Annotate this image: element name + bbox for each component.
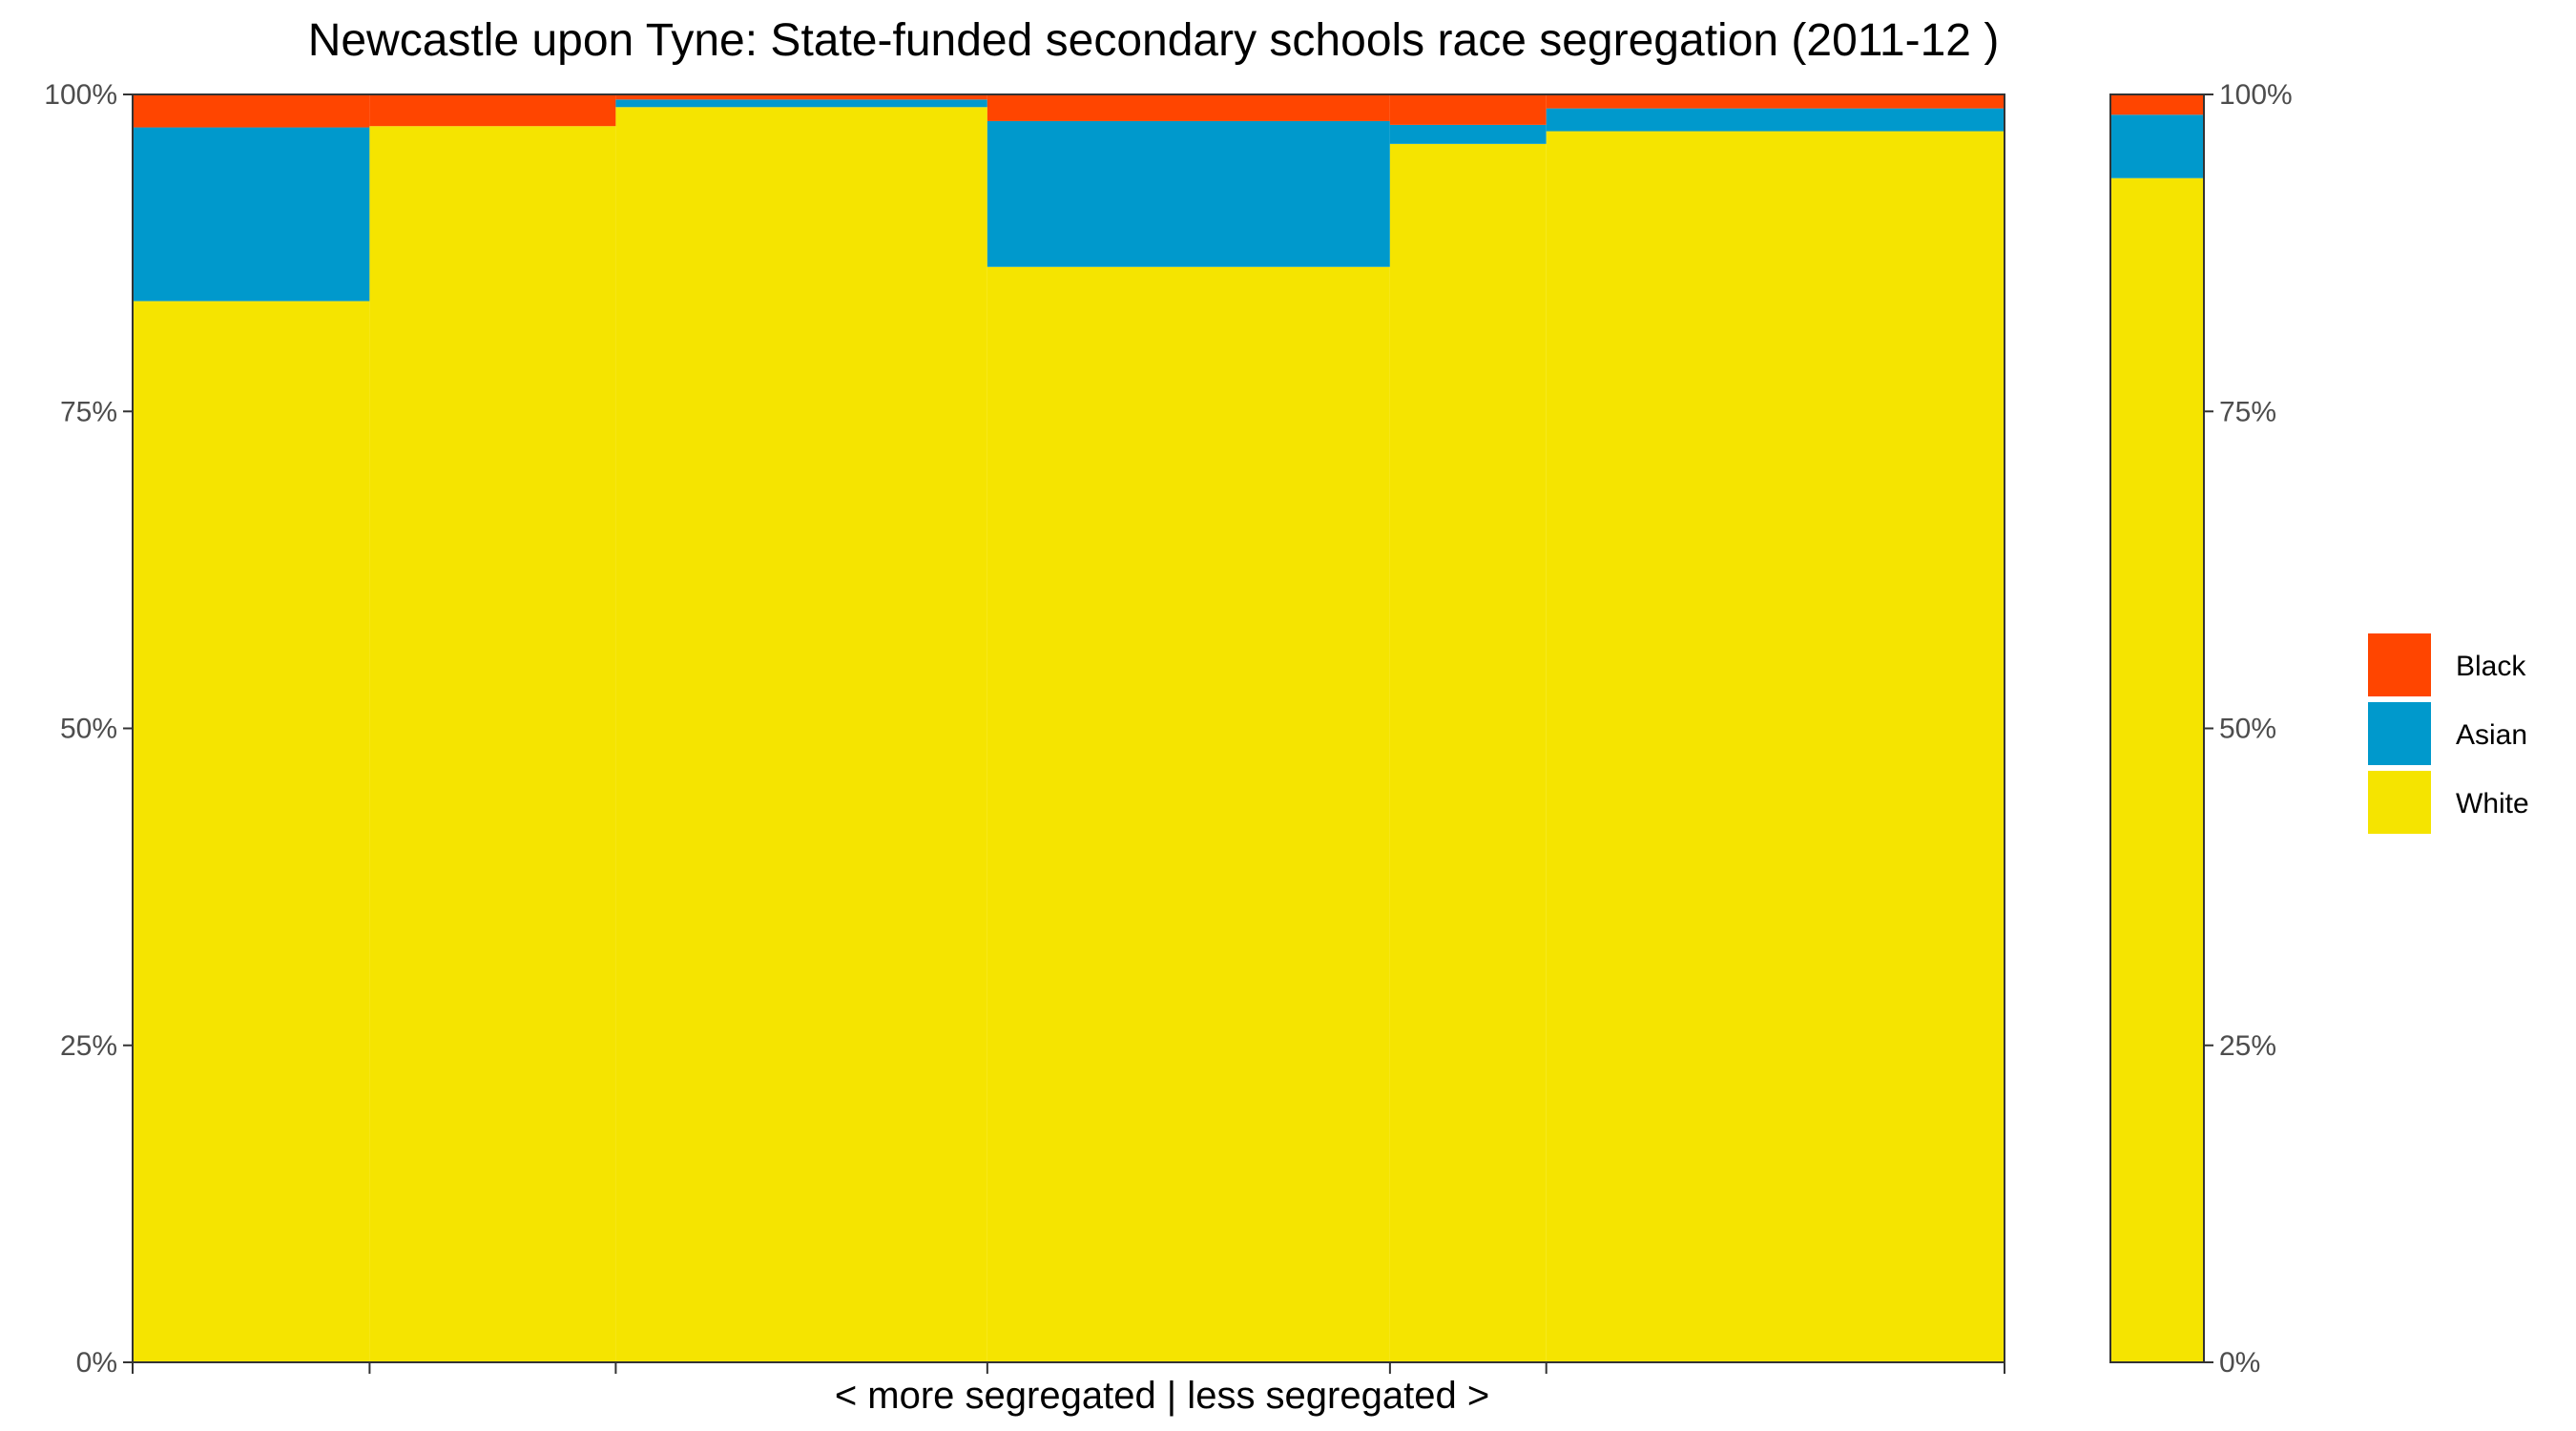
bar-segment-asian-col-3	[615, 99, 987, 108]
bar-segment-asian-col-1	[133, 127, 370, 301]
bar-segment-white-col-1	[133, 301, 370, 1363]
chart-title: Newcastle upon Tyne: State-funded second…	[308, 15, 2000, 66]
bar-segment-black-col-2	[369, 94, 616, 127]
bar-segment-white-col-5	[1389, 143, 1547, 1362]
legend: Black Asian White	[2368, 633, 2529, 834]
bar-segment-white-col-2	[369, 126, 616, 1363]
left-y-tick-label: 75%	[60, 396, 117, 427]
right-y-tick-label: 100%	[2219, 79, 2293, 111]
overall-segment-white	[2110, 177, 2204, 1363]
bar-segment-white-col-3	[615, 107, 987, 1362]
bar-segment-asian-col-5	[1389, 124, 1547, 144]
left-y-tick-label: 50%	[60, 714, 117, 745]
bar-segment-black-col-1	[133, 94, 370, 128]
legend-key-black	[2368, 633, 2431, 696]
bar-segment-black-col-4	[987, 94, 1390, 121]
overall-segment-black	[2110, 94, 2204, 115]
right-y-tick-label: 50%	[2219, 714, 2276, 745]
right-y-tick-label: 25%	[2219, 1030, 2276, 1062]
right-y-tick-label: 0%	[2219, 1347, 2260, 1379]
x-axis	[132, 1362, 2005, 1374]
bar-segment-white-col-4	[987, 266, 1390, 1362]
bar-segment-black-col-6	[1546, 94, 2005, 109]
overall-segment-asian	[2110, 114, 2204, 178]
left-y-tick-label: 25%	[60, 1030, 117, 1062]
bar-segment-asian-col-6	[1546, 108, 2005, 132]
right-y-tick-label: 75%	[2219, 396, 2276, 427]
bar-segment-black-col-5	[1389, 94, 1547, 125]
bar-segment-black-col-3	[615, 94, 987, 100]
left-y-axis: 0% 25% 50% 75% 100%	[44, 79, 133, 1379]
legend-label-white: White	[2456, 788, 2529, 819]
bar-segment-asian-col-4	[987, 120, 1390, 267]
legend-label-asian: Asian	[2456, 719, 2527, 751]
x-axis-label: < more segregated | less segregated >	[835, 1375, 1489, 1417]
overall-panel	[2109, 93, 2205, 1363]
left-y-tick-label: 100%	[44, 79, 117, 111]
main-panel	[132, 93, 2005, 1363]
bar-segment-white-col-6	[1546, 131, 2005, 1362]
legend-label-black: Black	[2456, 651, 2526, 682]
left-y-tick-label: 0%	[76, 1347, 117, 1379]
legend-key-asian	[2368, 702, 2431, 765]
legend-key-white	[2368, 771, 2431, 834]
right-y-axis: 0% 25% 50% 75% 100%	[2204, 79, 2293, 1379]
